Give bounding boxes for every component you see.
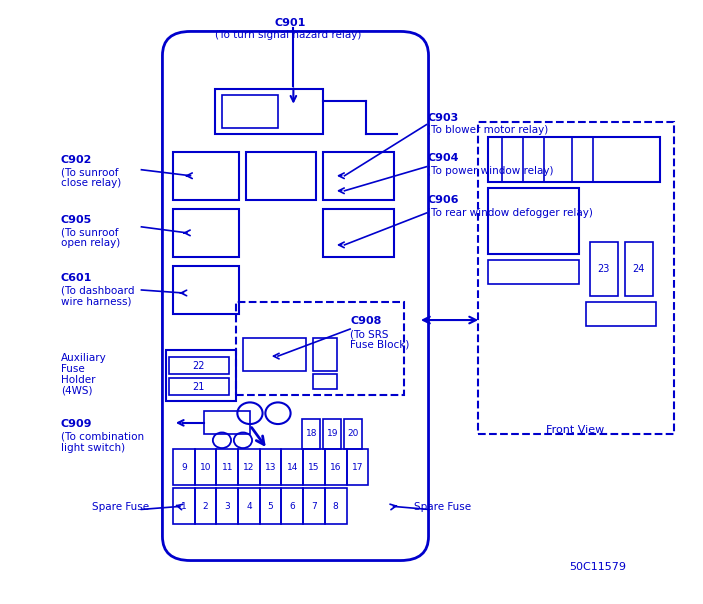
Bar [260,489,281,524]
Bar [238,489,260,524]
Text: C909: C909 [61,419,92,429]
Bar [323,419,341,449]
Text: 1: 1 [181,502,187,511]
Text: 15: 15 [309,463,320,472]
Bar [217,449,238,486]
Bar [313,374,337,389]
Bar [217,489,238,524]
Text: light switch): light switch) [61,443,125,452]
Text: 21: 21 [193,382,205,392]
Text: 9: 9 [181,463,187,472]
Bar [173,266,240,314]
Text: Spare Fuse: Spare Fuse [414,501,471,512]
Text: 14: 14 [287,463,298,472]
Text: Fuse: Fuse [61,364,84,374]
Text: 12: 12 [243,463,254,472]
Bar [215,89,323,133]
Text: (4WS): (4WS) [61,385,92,396]
Bar [347,449,368,486]
Text: (To blower motor relay): (To blower motor relay) [427,125,548,135]
Text: open relay): open relay) [61,238,120,248]
Text: wire harness): wire harness) [61,297,131,307]
Text: C904: C904 [427,153,458,163]
Bar [247,152,316,200]
Bar [243,338,306,371]
Text: (To combination: (To combination [61,432,144,442]
Bar [169,358,229,374]
Bar [586,302,656,326]
Text: 17: 17 [352,463,363,472]
Bar [169,378,229,395]
Bar [303,489,325,524]
Text: Spare Fuse: Spare Fuse [92,501,149,512]
Bar [590,242,617,296]
Text: 18: 18 [306,429,317,437]
Text: 6: 6 [290,502,295,511]
Text: 10: 10 [200,463,212,472]
Text: C908: C908 [350,316,382,326]
Text: 5: 5 [268,502,273,511]
Text: C601: C601 [61,273,92,283]
Bar [477,121,673,434]
Bar [488,188,579,254]
Bar [281,489,303,524]
Bar [238,449,260,486]
Bar [205,411,250,434]
Bar [195,449,217,486]
Bar [173,152,240,200]
Bar [313,338,337,371]
Text: 50C11579: 50C11579 [569,562,626,572]
Bar [624,242,652,296]
Bar [173,449,195,486]
Text: C902: C902 [61,155,92,165]
Bar [325,489,347,524]
Text: 13: 13 [265,463,276,472]
Text: Fuse Block): Fuse Block) [350,340,409,350]
Text: 23: 23 [598,264,610,274]
Text: 11: 11 [221,463,233,472]
Text: C903: C903 [427,112,458,123]
Text: Front View: Front View [546,425,605,435]
Text: 4: 4 [246,502,252,511]
Bar [281,449,303,486]
Bar [260,449,281,486]
Text: (To dashboard: (To dashboard [61,286,134,296]
Bar [236,302,404,395]
Bar [323,152,394,200]
Text: 2: 2 [202,502,208,511]
Text: close relay): close relay) [61,178,121,188]
Bar [173,489,195,524]
Text: 7: 7 [311,502,317,511]
Bar [222,95,278,127]
Text: (To power window relay): (To power window relay) [427,165,554,176]
Bar [488,260,579,284]
Text: Holder: Holder [61,374,96,385]
Text: (To rear window defogger relay): (To rear window defogger relay) [427,208,593,217]
Bar [325,449,347,486]
Text: 16: 16 [330,463,342,472]
Text: 8: 8 [333,502,339,511]
Text: 19: 19 [326,429,338,437]
Text: 24: 24 [633,264,645,274]
Text: C905: C905 [61,215,92,225]
Bar [488,137,659,182]
Bar [173,209,240,257]
Text: (To sunroof: (To sunroof [61,228,118,237]
Bar [302,419,320,449]
Text: 3: 3 [224,502,230,511]
Text: Auxiliary: Auxiliary [61,353,107,363]
Text: C901: C901 [274,18,306,28]
Text: (To turn signal hazard relay): (To turn signal hazard relay) [215,30,361,40]
Bar [166,350,236,401]
Bar [303,449,325,486]
Text: C906: C906 [427,195,458,205]
Text: 22: 22 [193,361,205,371]
Bar [195,489,217,524]
Bar [323,209,394,257]
Text: 20: 20 [347,429,359,437]
Bar [344,419,362,449]
Text: (To SRS: (To SRS [350,329,389,339]
Text: (To sunroof: (To sunroof [61,167,118,178]
